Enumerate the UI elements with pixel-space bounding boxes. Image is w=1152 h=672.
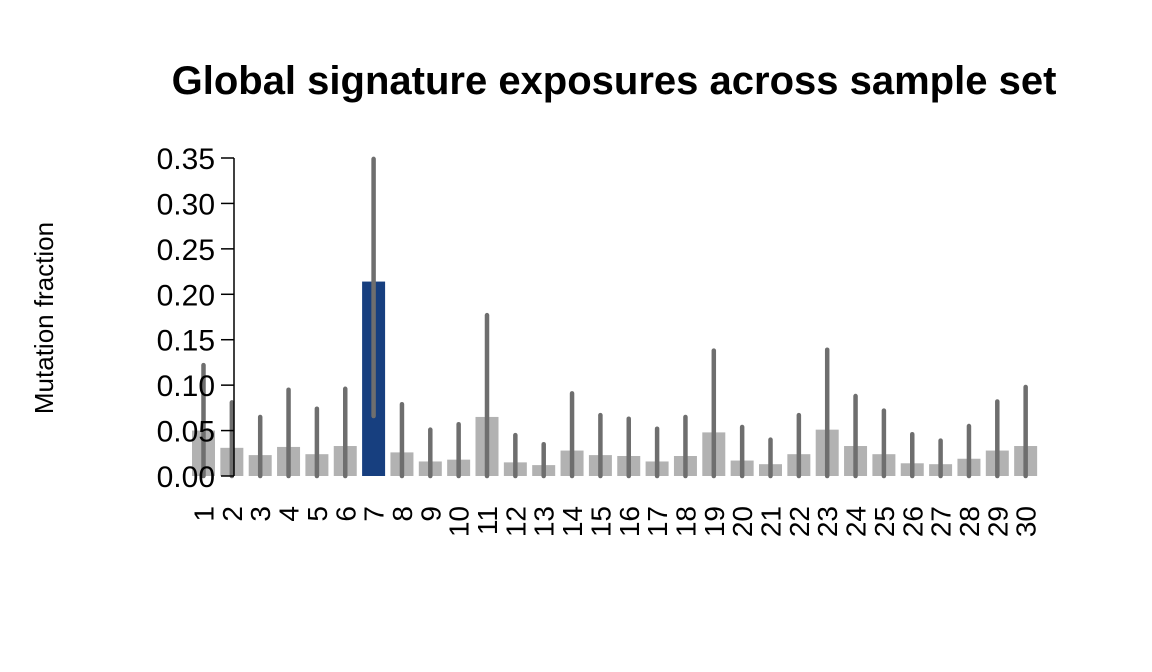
y-tick-label-0.00: 0.00 — [157, 461, 215, 494]
x-tick-label-29: 29 — [982, 506, 1013, 537]
x-tick-label-8: 8 — [387, 506, 418, 522]
x-axis-tick-labels: 1234567891011121314151617181920212223242… — [189, 506, 1042, 537]
x-tick-label-14: 14 — [557, 506, 588, 537]
y-axis: 0.00 0.05 0.10 0.15 0.20 0.25 0.30 0.35 — [157, 143, 235, 494]
x-tick-label-4: 4 — [274, 506, 305, 522]
y-tick-label-0.25: 0.25 — [157, 234, 215, 267]
x-tick-label-3: 3 — [245, 506, 276, 522]
chart-title: Global signature exposures across sample… — [172, 59, 1057, 103]
x-tick-label-2: 2 — [217, 506, 248, 522]
x-tick-label-12: 12 — [500, 506, 531, 537]
y-tick-label-0.15: 0.15 — [157, 325, 215, 358]
y-tick-label-0.35: 0.35 — [157, 143, 215, 176]
x-tick-label-20: 20 — [727, 506, 758, 537]
y-tick-label-0.05: 0.05 — [157, 416, 215, 449]
x-tick-label-21: 21 — [756, 506, 787, 537]
x-tick-label-26: 26 — [897, 506, 928, 537]
x-tick-label-9: 9 — [415, 506, 446, 522]
x-tick-label-15: 15 — [585, 506, 616, 537]
y-tick-label-0.10: 0.10 — [157, 370, 215, 403]
x-tick-label-23: 23 — [812, 506, 843, 537]
x-tick-label-17: 17 — [642, 506, 673, 537]
x-tick-label-27: 27 — [926, 506, 957, 537]
x-tick-label-22: 22 — [784, 506, 815, 537]
x-tick-label-11: 11 — [472, 506, 503, 535]
error-bars-layer — [201, 156, 1028, 479]
x-tick-label-10: 10 — [444, 506, 475, 537]
y-tick-label-0.20: 0.20 — [157, 279, 215, 312]
x-tick-label-5: 5 — [302, 506, 333, 522]
x-tick-label-6: 6 — [330, 506, 361, 522]
y-tick-label-0.30: 0.30 — [157, 188, 215, 221]
x-tick-label-30: 30 — [1011, 506, 1042, 537]
x-tick-label-18: 18 — [670, 506, 701, 537]
x-tick-label-16: 16 — [614, 506, 645, 537]
x-tick-label-24: 24 — [841, 506, 872, 537]
x-tick-label-13: 13 — [529, 506, 560, 537]
x-tick-label-7: 7 — [359, 506, 390, 522]
x-tick-label-28: 28 — [954, 506, 985, 537]
y-axis-label: Mutation fraction — [29, 222, 59, 414]
x-tick-label-25: 25 — [869, 506, 900, 537]
x-tick-label-1: 1 — [189, 506, 220, 522]
x-tick-label-19: 19 — [699, 506, 730, 537]
